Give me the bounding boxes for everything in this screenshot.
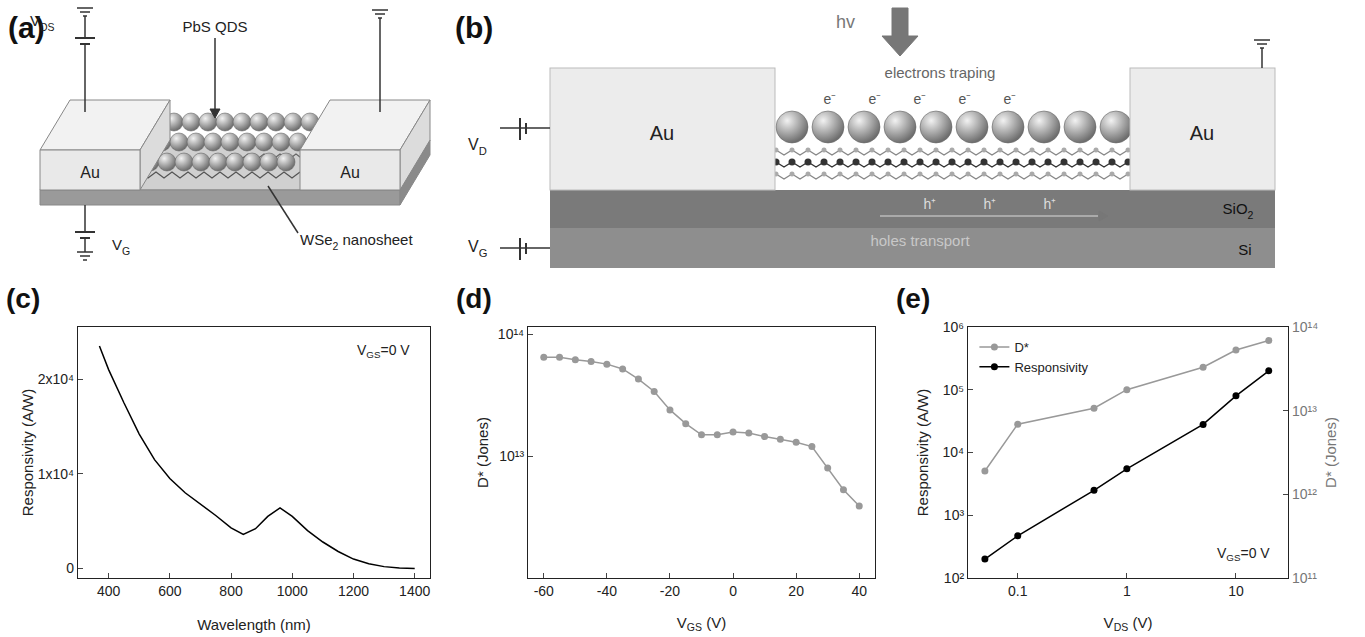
svg-text:1x10⁴: 1x10⁴ <box>38 466 74 482</box>
svg-text:e⁻: e⁻ <box>914 91 927 107</box>
svg-text:e⁻: e⁻ <box>1004 91 1017 107</box>
html-text:(d): (d) <box>456 283 492 314</box>
svg-text:40: 40 <box>851 583 867 599</box>
svg-text:Au: Au <box>80 164 100 181</box>
svg-text:Au: Au <box>1190 122 1214 144</box>
svg-text:h⁺: h⁺ <box>924 196 937 212</box>
svg-text:Responsivity (A/W): Responsivity (A/W) <box>19 389 36 517</box>
svg-text:e⁻: e⁻ <box>824 91 837 107</box>
svg-text:10³: 10³ <box>944 507 965 523</box>
svg-text:10⁴: 10⁴ <box>943 444 965 460</box>
svg-text:2x10⁴: 2x10⁴ <box>38 371 74 387</box>
svg-text:h⁺: h⁺ <box>1044 196 1057 212</box>
svg-text:(a): (a) <box>8 11 45 44</box>
svg-text:D*: D* <box>1014 340 1028 355</box>
svg-text:1400: 1400 <box>399 583 430 599</box>
svg-text:V​GS​ (V): V​GS​ (V) <box>677 614 726 633</box>
svg-text:VG: VG <box>112 236 130 257</box>
svg-text:electrons traping: electrons traping <box>885 64 996 81</box>
svg-text:1000: 1000 <box>277 583 308 599</box>
svg-text:10¹³: 10¹³ <box>499 448 524 464</box>
svg-text:600: 600 <box>158 583 182 599</box>
svg-text:-60: -60 <box>534 583 554 599</box>
svg-text:-20: -20 <box>660 583 680 599</box>
svg-text:400: 400 <box>97 583 121 599</box>
svg-text:V​DS​ (V): V​DS​ (V) <box>1104 614 1153 633</box>
svg-text:0: 0 <box>66 560 74 576</box>
svg-text:PbS QDS: PbS QDS <box>182 18 247 35</box>
svg-text:10⁶: 10⁶ <box>943 319 964 335</box>
svg-text:Wavelength (nm): Wavelength (nm) <box>197 616 311 633</box>
svg-text:(b): (b) <box>455 11 493 44</box>
html-text:(c): (c) <box>6 283 41 314</box>
svg-text:hv: hv <box>836 12 855 32</box>
svg-text:10¹⁴: 10¹⁴ <box>498 326 524 342</box>
svg-text:1: 1 <box>1123 583 1131 599</box>
svg-text:10: 10 <box>1228 583 1244 599</box>
svg-text:holes transport: holes transport <box>870 232 970 249</box>
svg-text:0: 0 <box>729 583 737 599</box>
svg-text:-40: -40 <box>597 583 617 599</box>
svg-text:Si: Si <box>1238 241 1251 258</box>
svg-text:0.1: 0.1 <box>1008 583 1028 599</box>
svg-text:Responsivity (A/W): Responsivity (A/W) <box>914 389 931 517</box>
svg-text:20: 20 <box>788 583 804 599</box>
svg-text:Au: Au <box>340 164 360 181</box>
svg-text:VD: VD <box>468 136 487 157</box>
svg-text:VDS: VDS <box>30 12 55 33</box>
svg-text:SiO2: SiO2 <box>1223 200 1254 221</box>
html-text:(e): (e) <box>896 283 931 314</box>
svg-text:1200: 1200 <box>338 583 369 599</box>
svg-text:10¹²: 10¹² <box>1292 486 1317 502</box>
svg-text:10²: 10² <box>944 570 965 586</box>
svg-text:Au: Au <box>650 122 674 144</box>
svg-text:e⁻: e⁻ <box>869 91 882 107</box>
svg-text:h⁺: h⁺ <box>984 196 997 212</box>
svg-text:WSe2 nanosheet: WSe2 nanosheet <box>300 231 413 252</box>
svg-text:D* (Jones): D* (Jones) <box>474 417 491 488</box>
svg-text:V​GS​=0 V: V​GS​=0 V <box>357 342 410 360</box>
svg-text:Responsivity: Responsivity <box>1014 360 1088 375</box>
svg-text:10¹³: 10¹³ <box>1292 403 1317 419</box>
svg-text:10⁵: 10⁵ <box>943 382 964 398</box>
svg-text:V​GS​=0 V: V​GS​=0 V <box>1217 545 1270 563</box>
svg-text:VG: VG <box>468 238 487 259</box>
svg-text:D* (Jones): D* (Jones) <box>1322 417 1339 488</box>
svg-text:10¹¹: 10¹¹ <box>1292 570 1317 586</box>
svg-text:e⁻: e⁻ <box>959 91 972 107</box>
svg-text:800: 800 <box>219 583 243 599</box>
svg-text:10¹⁴: 10¹⁴ <box>1292 319 1318 335</box>
